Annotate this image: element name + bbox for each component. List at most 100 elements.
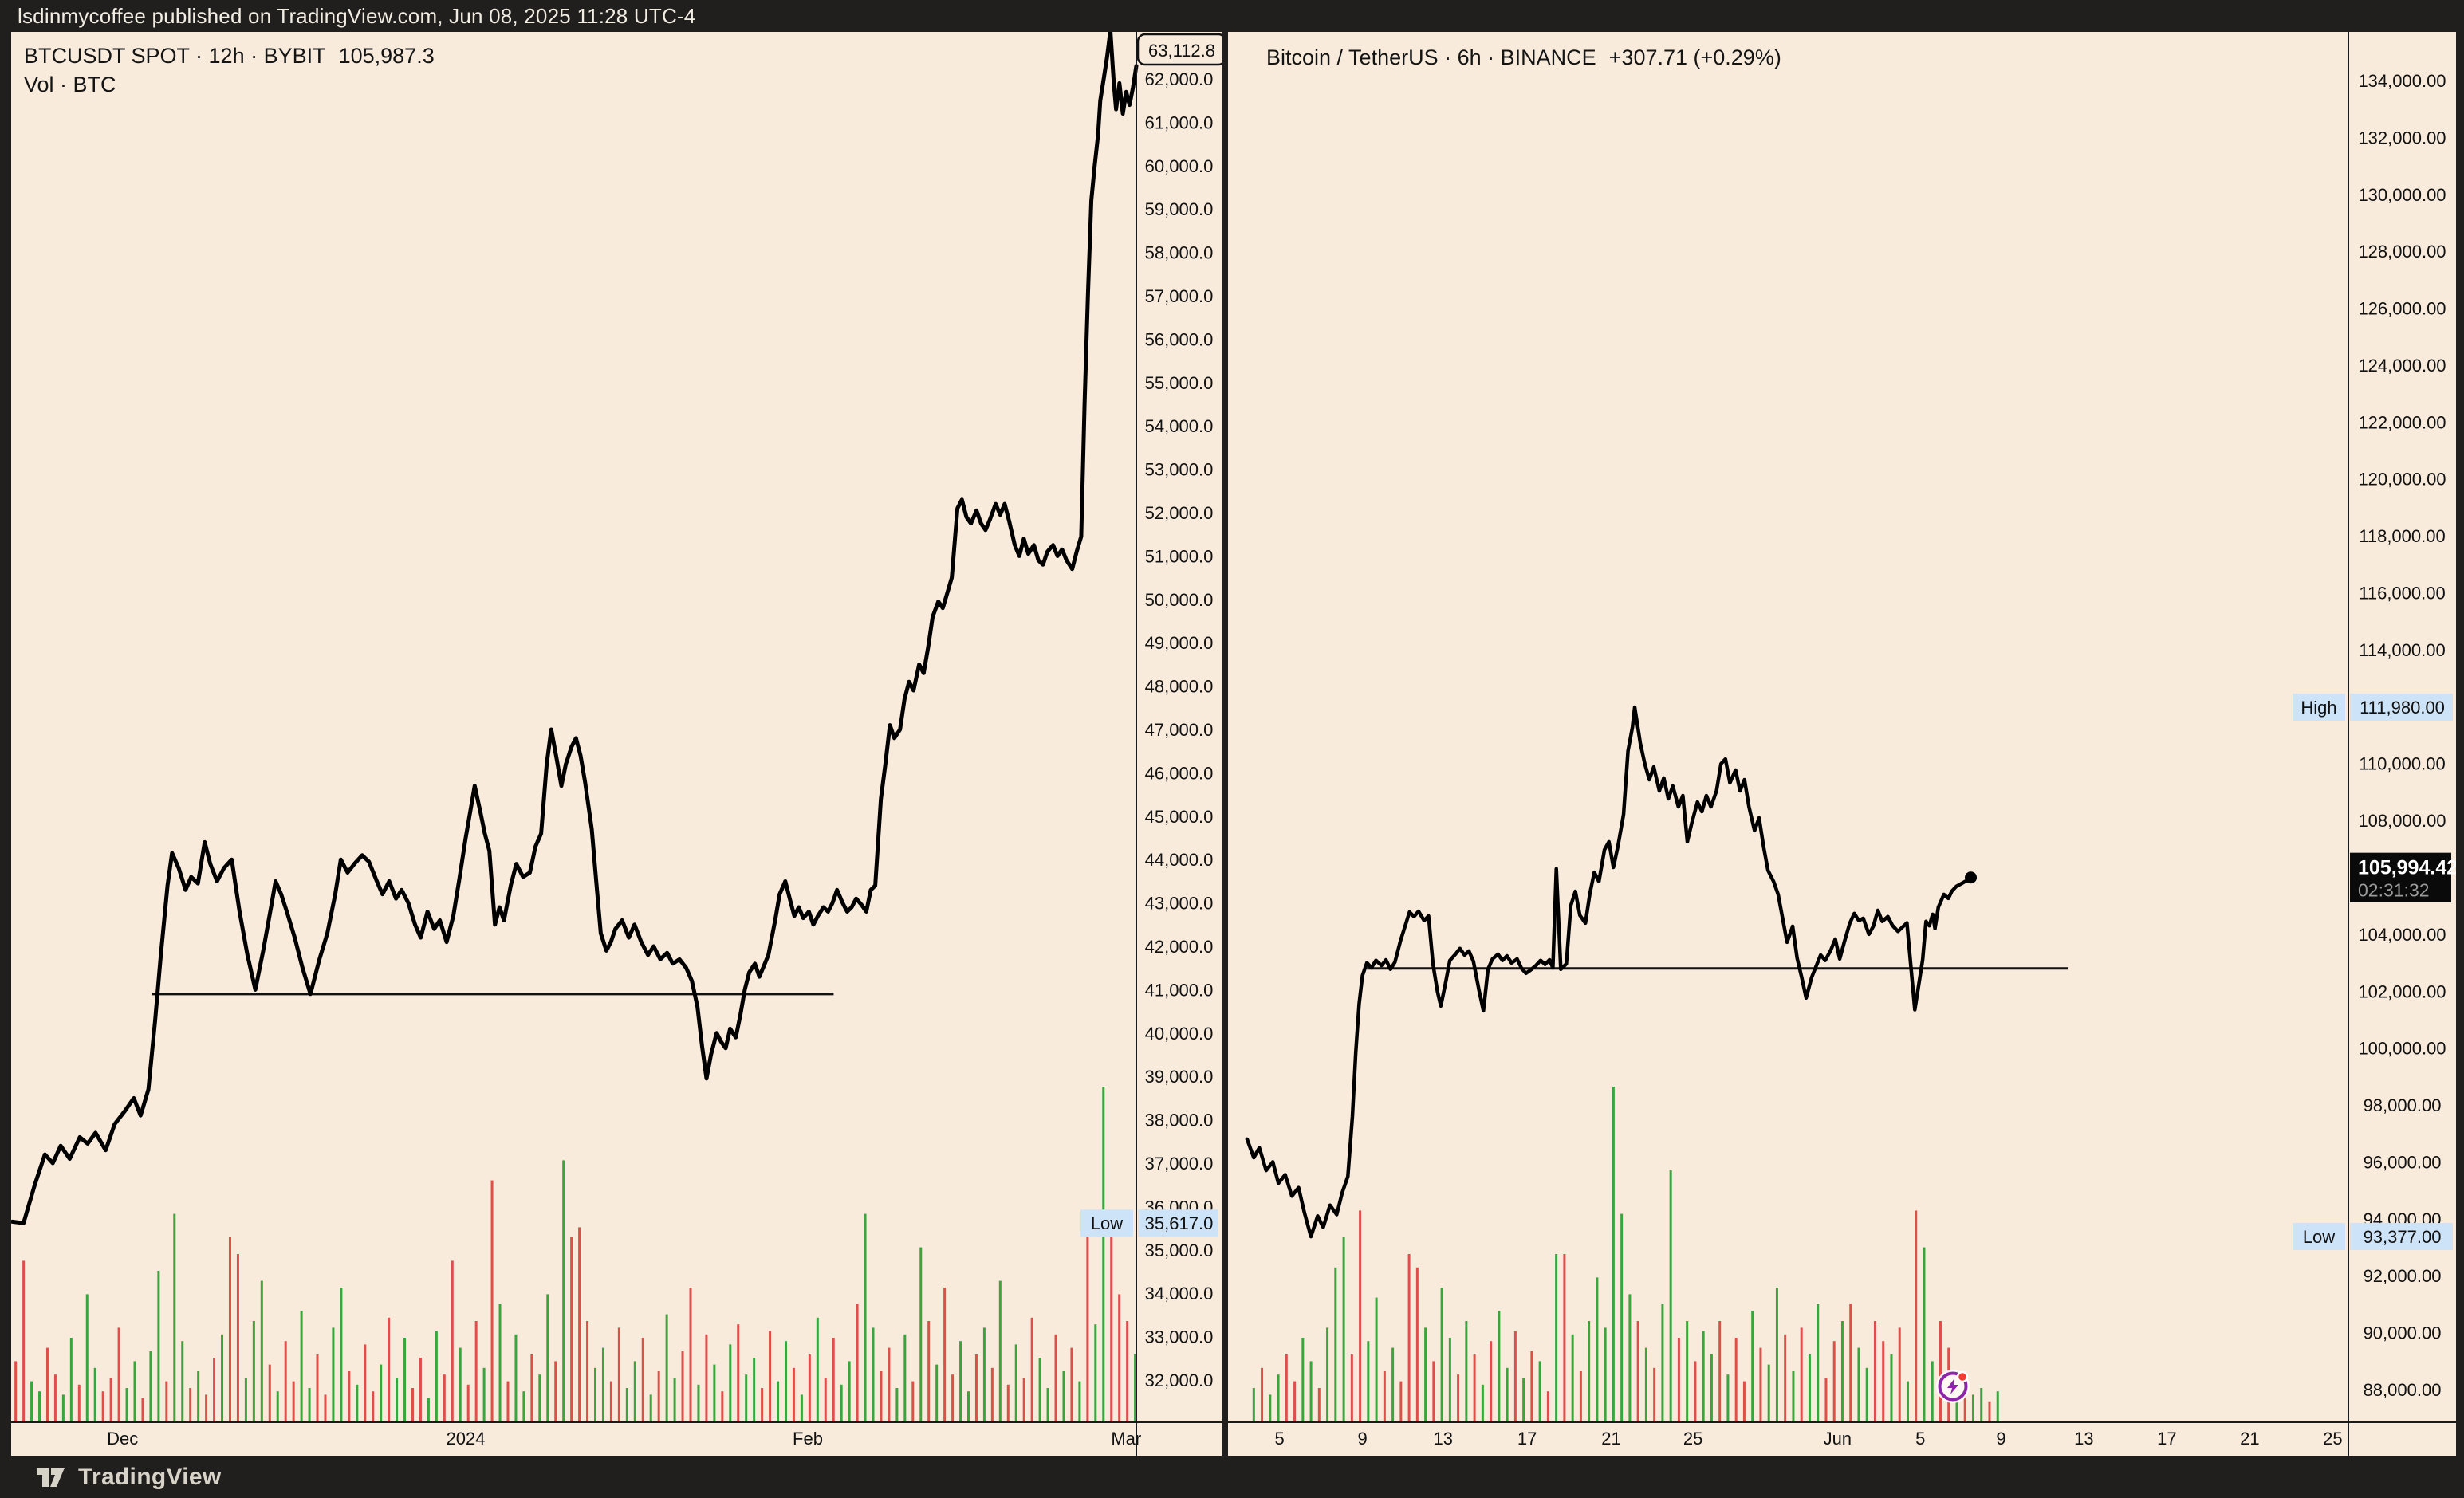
price-axis-label[interactable]: 50,000.0	[1145, 590, 1214, 610]
time-axis-label[interactable]: 13	[1434, 1429, 1453, 1449]
price-axis-label[interactable]: 128,000.00	[2358, 242, 2446, 261]
time-axis-label[interactable]: 25	[1683, 1429, 1702, 1449]
time-axis-label[interactable]: 5	[1915, 1429, 1925, 1449]
volume-bar	[856, 1304, 859, 1421]
price-axis-label[interactable]: 88,000.00	[2364, 1380, 2442, 1400]
volume-bar	[641, 1338, 644, 1421]
volume-bar	[308, 1388, 311, 1421]
time-axis-label[interactable]: 9	[1996, 1429, 2005, 1449]
price-axis-label[interactable]: 53,000.0	[1145, 460, 1214, 480]
volume-bar	[816, 1317, 819, 1421]
volume-bar	[1126, 1321, 1129, 1421]
price-line[interactable]	[1245, 705, 1973, 1239]
volume-bar	[1857, 1347, 1860, 1421]
price-axis-label[interactable]: 54,000.0	[1145, 416, 1214, 436]
volume-bar	[1334, 1267, 1337, 1421]
tradingview-logo-icon[interactable]	[35, 1464, 67, 1491]
time-axis-label[interactable]: 2024	[447, 1429, 486, 1449]
price-axis-label[interactable]: 47,000.0	[1145, 720, 1214, 740]
price-axis-label[interactable]: 102,000.00	[2358, 981, 2446, 1001]
time-axis-label[interactable]: 5	[1275, 1429, 1285, 1449]
price-axis-label[interactable]: 52,000.0	[1145, 503, 1214, 523]
price-axis-label[interactable]: 41,000.0	[1145, 980, 1214, 1000]
time-axis-label[interactable]: Jun	[1824, 1429, 1852, 1449]
price-axis-label[interactable]: 120,000.00	[2358, 470, 2446, 490]
price-axis-label[interactable]: 130,000.00	[2358, 185, 2446, 205]
price-axis-label[interactable]: 44,000.0	[1145, 850, 1214, 870]
time-axis-label[interactable]: 9	[1357, 1429, 1367, 1449]
volume-bar	[1661, 1304, 1664, 1421]
price-axis-label[interactable]: 34,000.0	[1145, 1284, 1214, 1303]
volume-bar	[554, 1361, 557, 1421]
price-axis-label[interactable]: 49,000.0	[1145, 633, 1214, 653]
price-axis-label[interactable]: 118,000.00	[2359, 526, 2445, 546]
price-axis-label[interactable]: 126,000.00	[2358, 299, 2446, 319]
price-axis-label[interactable]: 132,000.00	[2358, 128, 2446, 147]
price-axis-label[interactable]: 104,000.00	[2358, 925, 2446, 945]
price-axis-label[interactable]: 38,000.0	[1145, 1111, 1214, 1130]
price-axis-label[interactable]: 59,000.0	[1145, 199, 1214, 219]
flash-streak-icon[interactable]	[1935, 1367, 1972, 1404]
price-axis-label[interactable]: 62,000.0	[1145, 69, 1214, 89]
volume-bar	[872, 1327, 875, 1421]
price-chart-right[interactable]: 134,000.00 132,000.00 130,000.00 128,000.00…	[1228, 32, 2456, 1456]
price-axis-label[interactable]: 37,000.0	[1145, 1154, 1214, 1174]
time-axis-label[interactable]: 25	[2323, 1429, 2342, 1449]
price-axis-label[interactable]: 90,000.00	[2364, 1323, 2442, 1343]
time-axis-label[interactable]: 17	[2157, 1429, 2176, 1449]
volume-bar	[1996, 1391, 1999, 1421]
chart-legend: BTCUSDT SPOT · 12h · BYBIT 105,987.3 Vol…	[24, 43, 435, 97]
price-axis-label[interactable]: 51,000.0	[1145, 546, 1214, 566]
price-axis-label[interactable]: 43,000.0	[1145, 894, 1214, 914]
price-axis-label[interactable]: 48,000.0	[1145, 677, 1214, 697]
price-axis-label[interactable]: 56,000.0	[1145, 329, 1214, 349]
time-axis-label[interactable]: Feb	[793, 1429, 823, 1449]
chart-panel-btcusdt-binance[interactable]: Bitcoin / TetherUS · 6h · BINANCE +307.7…	[1228, 32, 2456, 1456]
volume-bar	[30, 1381, 33, 1421]
price-axis-label[interactable]: 33,000.0	[1145, 1327, 1214, 1347]
price-axis-label[interactable]: 42,000.0	[1145, 937, 1214, 957]
price-axis-label[interactable]: 61,000.0	[1145, 112, 1214, 132]
volume-bar	[411, 1388, 414, 1421]
time-axis-label[interactable]: 21	[1601, 1429, 1620, 1449]
chart-panel-btcusdt-bybit[interactable]: BTCUSDT SPOT · 12h · BYBIT 105,987.3 Vol…	[11, 32, 1222, 1456]
price-axis-label[interactable]: 39,000.0	[1145, 1067, 1214, 1087]
price-axis-label[interactable]: 134,000.00	[2358, 71, 2446, 91]
price-axis-label[interactable]: 46,000.0	[1145, 763, 1214, 783]
price-axis-label[interactable]: 108,000.00	[2358, 811, 2446, 831]
price-axis-label[interactable]: 114,000.00	[2359, 640, 2445, 660]
price-chart-left[interactable]: 62,000.0 61,000.0 60,000.0 59,000.0 58,000.0…	[11, 32, 1222, 1456]
time-axis-label[interactable]: Dec	[107, 1429, 138, 1449]
price-axis-label[interactable]: 116,000.00	[2359, 584, 2445, 604]
price-axis-label[interactable]: 96,000.00	[2364, 1152, 2442, 1172]
volume-bar	[364, 1344, 367, 1421]
price-axis-label[interactable]: 92,000.00	[2364, 1266, 2442, 1286]
price-axis-label[interactable]: 35,000.0	[1145, 1240, 1214, 1260]
volume-bar	[268, 1364, 271, 1421]
volume-bar	[943, 1288, 947, 1421]
tradingview-brand-text[interactable]: TradingView	[78, 1463, 222, 1490]
low-value: 35,617.0	[1145, 1213, 1214, 1233]
price-line[interactable]	[11, 32, 1139, 1225]
price-axis-label[interactable]: 122,000.00	[2358, 412, 2446, 432]
volume-bar	[356, 1384, 359, 1421]
price-axis-label[interactable]: 60,000.0	[1145, 156, 1214, 176]
volume-bar	[197, 1371, 200, 1421]
price-axis-label[interactable]: 32,000.0	[1145, 1370, 1214, 1390]
price-axis-label[interactable]: 110,000.00	[2359, 754, 2445, 774]
time-axis-label[interactable]: Mar	[1111, 1429, 1141, 1449]
chart-legend: Bitcoin / TetherUS · 6h · BINANCE +307.7…	[1266, 45, 1781, 70]
price-axis-label[interactable]: 40,000.0	[1145, 1024, 1214, 1044]
price-axis-label[interactable]: 58,000.0	[1145, 243, 1214, 263]
time-axis-label[interactable]: 13	[2074, 1429, 2093, 1449]
price-axis-label[interactable]: 45,000.0	[1145, 807, 1214, 827]
time-axis-label[interactable]: 21	[2240, 1429, 2259, 1449]
price-axis-label[interactable]: 55,000.0	[1145, 373, 1214, 393]
time-axis-label[interactable]: 17	[1517, 1429, 1537, 1449]
price-axis-label[interactable]: 100,000.00	[2358, 1039, 2446, 1059]
volume-bar	[1718, 1321, 1722, 1421]
volume-bar	[372, 1391, 375, 1421]
price-axis-label[interactable]: 57,000.0	[1145, 286, 1214, 306]
price-axis-label[interactable]: 98,000.00	[2364, 1095, 2442, 1115]
price-axis-label[interactable]: 124,000.00	[2358, 356, 2446, 375]
